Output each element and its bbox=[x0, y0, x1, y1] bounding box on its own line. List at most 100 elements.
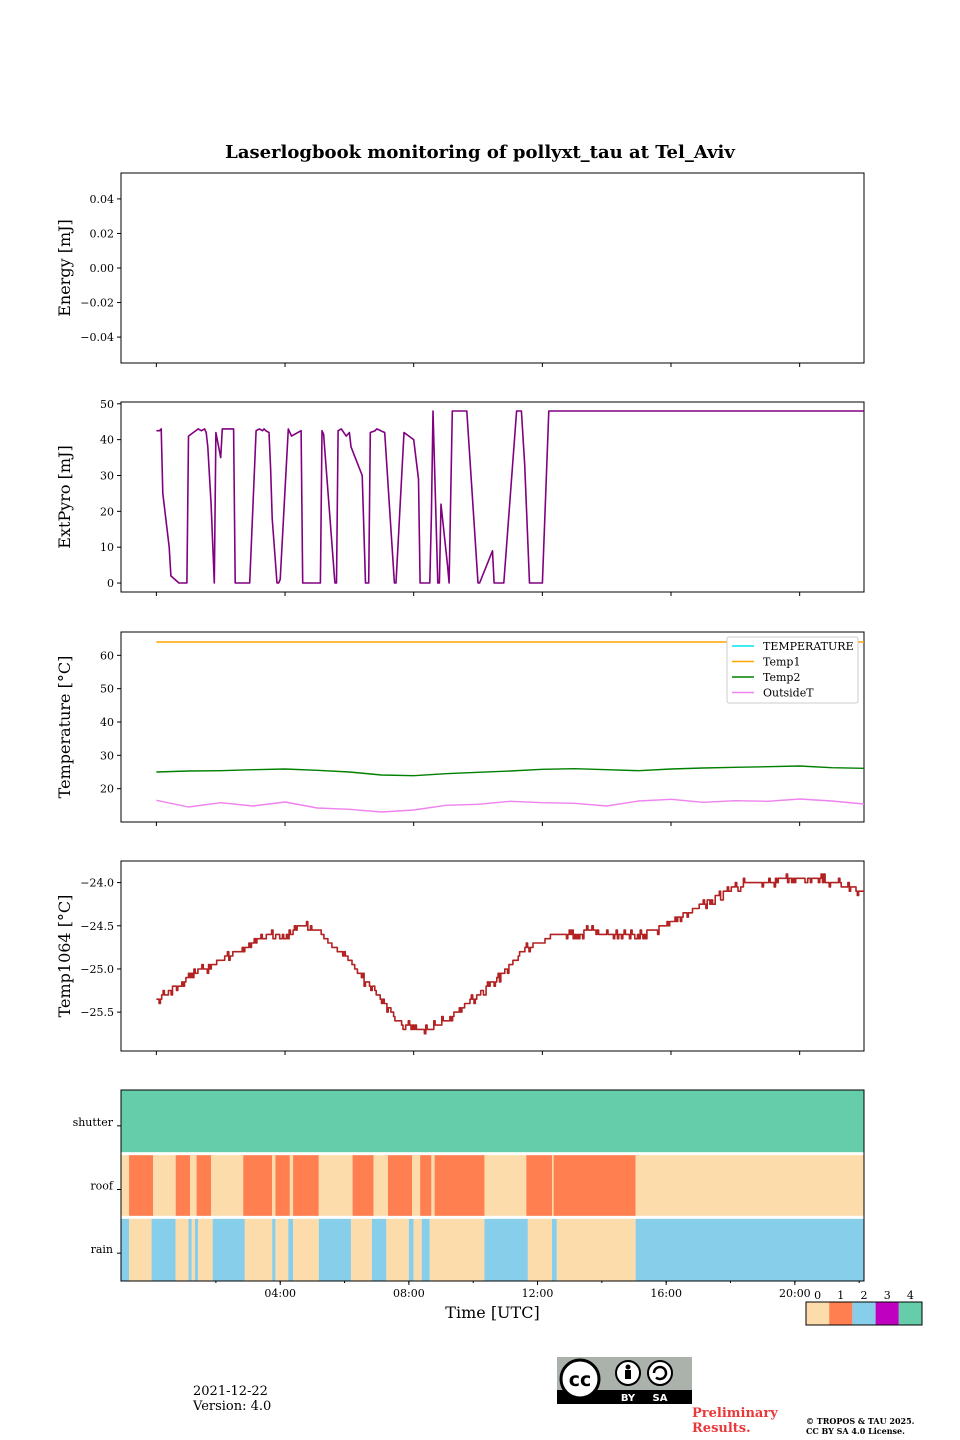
preliminary-line-2: Results. bbox=[692, 1421, 751, 1436]
cc-by-body bbox=[625, 1370, 631, 1379]
legend-box bbox=[726, 636, 859, 704]
status-cell-rain bbox=[288, 1218, 294, 1281]
status-cell-roof bbox=[153, 1155, 176, 1216]
cc-logo-icon bbox=[559, 1358, 601, 1400]
panel-3-frame bbox=[120, 860, 865, 1052]
x-axis-label: Time [UTC] bbox=[445, 1303, 539, 1322]
y-tick-label: −0.04 bbox=[80, 331, 114, 344]
status-cell-rain bbox=[198, 1218, 213, 1281]
status-frame bbox=[120, 1089, 865, 1282]
y-tick-label: 0.00 bbox=[90, 262, 115, 275]
y-tick-label: 30 bbox=[100, 749, 114, 762]
status-cell-shutter bbox=[121, 1090, 864, 1153]
status-cell-roof bbox=[434, 1155, 485, 1216]
colorbar-frame bbox=[805, 1301, 923, 1326]
y-tick-label: 10 bbox=[100, 541, 114, 554]
status-cell-roof bbox=[387, 1155, 413, 1216]
series-line-temp2 bbox=[156, 765, 865, 777]
status-cell-roof bbox=[352, 1155, 374, 1216]
cc-sa-icon bbox=[647, 1360, 673, 1386]
status-cell-roof bbox=[196, 1155, 212, 1216]
status-cell-rain bbox=[151, 1218, 176, 1281]
preliminary-line-1: Preliminary bbox=[692, 1406, 778, 1421]
status-cell-rain bbox=[484, 1218, 528, 1281]
status-cell-roof bbox=[420, 1155, 432, 1216]
status-cell-rain bbox=[212, 1218, 245, 1281]
status-cell-rain bbox=[527, 1218, 553, 1281]
colorbar-cell bbox=[852, 1302, 876, 1325]
y-tick-label: 0 bbox=[107, 577, 114, 590]
panels: 0.04 0.02 0.00 −0.02 −0.04 Energy [mJ] 50 40 30 2… bbox=[55, 172, 865, 1322]
y-tick-label: 60 bbox=[100, 649, 114, 662]
y-tick-label: 50 bbox=[100, 398, 114, 411]
status-cell-rain bbox=[635, 1218, 864, 1281]
y-tick-label: 40 bbox=[100, 434, 114, 447]
x-tick-label: 04:00 bbox=[264, 1287, 296, 1300]
status-cell-rain bbox=[191, 1218, 195, 1281]
extpyro-series-line bbox=[156, 410, 864, 584]
status-cell-rain bbox=[175, 1218, 189, 1281]
status-row-label-rain: rain bbox=[91, 1243, 113, 1256]
panel-1-ylabel: ExtPyro [mJ] bbox=[55, 445, 74, 548]
y-tick-label: 0.02 bbox=[90, 227, 115, 240]
cc-by-head bbox=[625, 1364, 631, 1370]
cc-sa-arrow bbox=[652, 1365, 668, 1381]
y-tick-label: −25.5 bbox=[80, 1006, 114, 1019]
status-cell-roof bbox=[275, 1155, 290, 1216]
status-cell-roof bbox=[293, 1155, 319, 1216]
panel-0-ylabel: Energy [mJ] bbox=[55, 219, 74, 317]
legend-entry-outsidet: OutsideT bbox=[763, 687, 814, 700]
status-cell-rain bbox=[121, 1218, 130, 1281]
legend-entry-temp2: Temp2 bbox=[763, 671, 800, 684]
x-tick-label: 16:00 bbox=[650, 1287, 682, 1300]
panel-2-frame bbox=[120, 631, 865, 823]
status-cell-rain bbox=[244, 1218, 273, 1281]
footer-version: Version: 4.0 bbox=[193, 1399, 272, 1414]
y-tick-label: −0.02 bbox=[80, 297, 114, 310]
y-tick-label: 0.04 bbox=[90, 193, 115, 206]
copyright-line-2: CC BY SA 4.0 License. bbox=[806, 1426, 905, 1436]
status-cell-roof bbox=[243, 1155, 273, 1216]
colorbar-cell bbox=[806, 1302, 830, 1325]
status-cell-roof bbox=[121, 1155, 130, 1216]
x-tick-label: 08:00 bbox=[393, 1287, 425, 1300]
preliminary-note: Preliminary Results. bbox=[692, 1406, 778, 1436]
colorbar-tick-label: 0 bbox=[814, 1289, 821, 1302]
status-row-label-roof: roof bbox=[90, 1180, 114, 1193]
status-cell-roof bbox=[431, 1155, 435, 1216]
copyright-line-1: © TROPOS & TAU 2025. bbox=[806, 1416, 915, 1426]
colorbar-tick-label: 3 bbox=[884, 1289, 891, 1302]
temp1064-series-line bbox=[156, 873, 864, 1035]
status-cell-roof bbox=[211, 1155, 244, 1216]
status-cell-rain bbox=[552, 1218, 557, 1281]
status-cell-roof bbox=[175, 1155, 191, 1216]
cc-sa-label: SA bbox=[653, 1393, 668, 1404]
status-cell-rain bbox=[350, 1218, 372, 1281]
series-line-outsidet bbox=[156, 798, 865, 813]
panel-0-frame bbox=[120, 172, 865, 364]
status-cell-rain bbox=[129, 1218, 152, 1281]
status-cell-rain bbox=[371, 1218, 387, 1281]
status-cell-rain bbox=[318, 1218, 351, 1281]
colorbar: 0 1 2 3 4 bbox=[805, 1289, 923, 1326]
y-tick-label: 20 bbox=[100, 783, 114, 796]
status-cell-rain bbox=[421, 1218, 430, 1281]
status-cell-rain bbox=[293, 1218, 319, 1281]
y-tick-label: −24.5 bbox=[80, 920, 114, 933]
legend-entry-temperature: TEMPERATURE bbox=[763, 640, 854, 653]
cc-by-label: BY bbox=[621, 1393, 636, 1404]
panel-2-ylabel: Temperature [°C] bbox=[55, 656, 74, 799]
status-cell-rain bbox=[272, 1218, 276, 1281]
status-cell-roof bbox=[553, 1155, 636, 1216]
y-tick-label: 20 bbox=[100, 505, 114, 518]
chart-title: Laserlogbook monitoring of pollyxt_tau a… bbox=[225, 142, 735, 163]
status-cell-roof bbox=[272, 1155, 276, 1216]
status-cell-roof bbox=[635, 1155, 864, 1216]
footer-date: 2021-12-22 bbox=[193, 1384, 268, 1399]
status-cell-rain bbox=[413, 1218, 422, 1281]
x-tick-label: 20:00 bbox=[779, 1287, 811, 1300]
colorbar-cell bbox=[829, 1302, 853, 1325]
colorbar-cell bbox=[898, 1302, 922, 1325]
panel-1-frame bbox=[120, 401, 865, 593]
